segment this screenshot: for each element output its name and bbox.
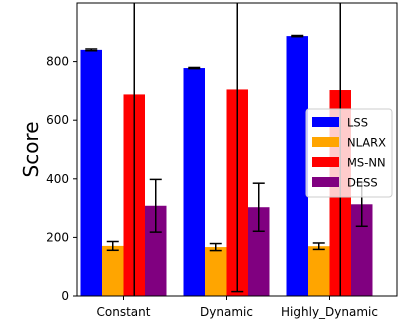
bar-lss-highly_dynamic [286,36,308,297]
bar-lss-dynamic [183,68,205,296]
y-tick-label: 600 [46,113,69,127]
legend-label-nlarx: NLARX [347,136,386,150]
bar-nlarx-highly_dynamic [308,246,330,296]
error-bar-lss-highly_dynamic [291,34,304,38]
error-bars-layer [85,3,368,296]
x-tick-label: Constant [97,305,151,319]
error-bar-nlarx-dynamic [209,242,222,252]
legend-label-lss: LSS [347,116,368,130]
y-tick-label: 800 [46,55,69,69]
bar-dess-highly_dynamic [351,204,373,296]
legend-label-dess: DESS [347,176,378,190]
error-bar-lss-constant [85,48,98,52]
legend-swatch-ms-nn [312,157,339,167]
y-tick-label: 200 [46,230,69,244]
plot-frame [76,2,398,297]
axes-layer: 0 200 400 600 800 Constant Dynamic Highly_Dynam… [19,2,398,319]
bar-dess-dynamic [248,207,270,296]
x-tick-label: Dynamic [200,305,253,319]
legend-box [305,108,393,198]
error-bar-lss-dynamic [188,66,201,70]
bar-nlarx-dynamic [205,247,227,296]
y-tick-label: 400 [46,172,69,186]
error-bar-dess-constant [149,178,162,233]
error-bar-nlarx-highly_dynamic [312,242,325,251]
legend-swatch-dess [312,177,339,187]
y-tick-label: 0 [61,289,69,303]
x-tick-label: Highly_Dynamic [281,305,378,319]
y-axis-label: Score [19,121,43,177]
bar-nlarx-constant [102,245,124,296]
legend-swatch-lss [312,117,339,127]
legend-swatch-nlarx [312,137,339,147]
error-bar-ms-nn-dynamic [231,3,244,293]
bar-lss-constant [80,49,102,296]
error-bar-nlarx-constant [106,240,119,252]
legend-label-ms-nn: MS-NN [347,156,386,170]
error-bar-dess-dynamic [252,182,265,232]
bar-dess-constant [145,205,167,296]
legend: LSS NLARX MS-NN DESS [305,108,393,198]
